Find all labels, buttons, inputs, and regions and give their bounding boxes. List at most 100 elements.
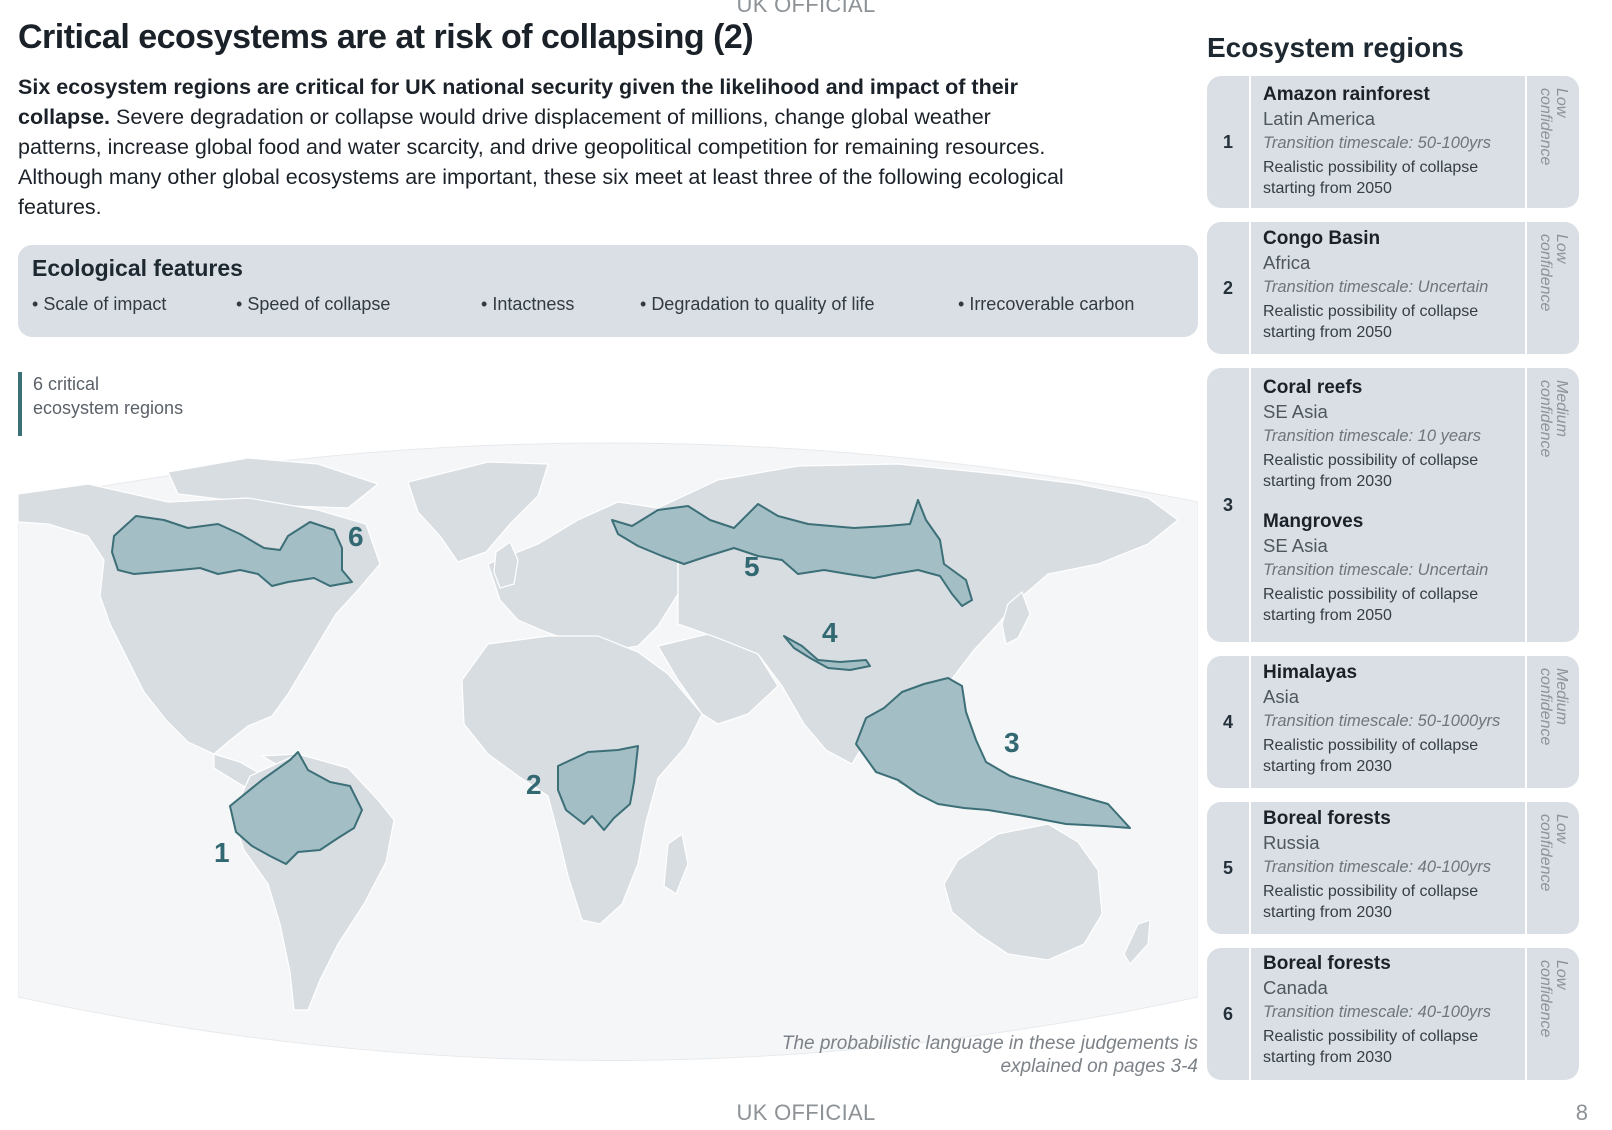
region-possibility: Realistic possibility of collapse starti… [1263, 586, 1479, 624]
region-card: 5 Boreal forests Russia Transition times… [1207, 802, 1579, 934]
region-place: Asia [1263, 686, 1299, 707]
region-card: 4 Himalayas Asia Transition timescale: 5… [1207, 656, 1579, 788]
page-title: Critical ecosystems are at risk of colla… [18, 18, 754, 56]
region-number: 6 [1207, 948, 1251, 1080]
region-possibility: Realistic possibility of collapse starti… [1263, 452, 1479, 490]
region-label-6: 6 [348, 521, 364, 552]
region-entry: Coral reefs SE Asia Transition timescale… [1263, 376, 1525, 492]
confidence-label: Low confidence [1537, 88, 1570, 166]
critical-regions [111, 499, 1131, 865]
region-entry: Boreal forests Canada Transition timesca… [1263, 952, 1525, 1068]
region-timescale: Transition timescale: 50-100yrs [1263, 134, 1492, 152]
greenland-landmass [407, 461, 549, 563]
features-title: Ecological features [32, 255, 243, 281]
confidence-label: Low confidence [1537, 234, 1570, 312]
intro-paragraph: Six ecosystem regions are critical for U… [18, 72, 1078, 222]
sidebar-title: Ecosystem regions [1207, 32, 1464, 63]
classification-header: UK OFFICIAL [736, 0, 876, 17]
map-legend-text: 6 critical ecosystem regions [33, 374, 184, 418]
uk-landmass [493, 541, 519, 589]
region-place: Latin America [1263, 108, 1376, 129]
region-place: SE Asia [1263, 535, 1328, 556]
confidence-column: Medium confidence [1525, 656, 1579, 788]
region-name: Congo Basin [1263, 228, 1381, 249]
region-timescale: Transition timescale: 10 years [1263, 427, 1481, 445]
region-place: Canada [1263, 977, 1328, 998]
region-possibility: Realistic possibility of collapse starti… [1263, 883, 1479, 921]
feature-item: Speed of collapse [236, 294, 390, 315]
region-timescale: Transition timescale: 40-100yrs [1263, 858, 1492, 876]
region-labels: 1 2 3 4 5 6 [214, 521, 1020, 868]
region-name: Mangroves [1263, 511, 1364, 532]
probability-note: The probabilistic language in these judg… [781, 1033, 1198, 1077]
madagascar-landmass [663, 832, 689, 895]
region-timescale: Transition timescale: 40-100yrs [1263, 1003, 1492, 1021]
region-3-se-asia [855, 677, 1131, 829]
region-timescale: Transition timescale: Uncertain [1263, 561, 1489, 579]
region-1-amazon [229, 751, 363, 865]
region-place: SE Asia [1263, 401, 1328, 422]
page-number: 8 [1575, 1100, 1588, 1125]
region-possibility: Realistic possibility of collapse starti… [1263, 159, 1479, 197]
japan-landmass [1001, 590, 1031, 645]
region-2-congo-basin [557, 745, 639, 831]
region-possibility: Realistic possibility of collapse starti… [1263, 303, 1479, 341]
confidence-column: Low confidence [1525, 802, 1579, 934]
region-number: 4 [1207, 656, 1251, 788]
arctic-islands-landmass [167, 457, 380, 509]
region-card: 3 Coral reefs SE Asia Transition timesca… [1207, 368, 1579, 642]
confidence-column: Low confidence [1525, 76, 1579, 208]
intro-body: Severe degradation or collapse would dri… [18, 105, 1064, 219]
new-zealand-landmass [1123, 919, 1151, 966]
confidence-label: Low confidence [1537, 960, 1570, 1038]
region-4-himalayas [783, 635, 871, 671]
region-card: 1 Amazon rainforest Latin America Transi… [1207, 76, 1579, 208]
region-6-boreal-canada [111, 515, 353, 587]
australia-landmass [943, 823, 1103, 961]
region-number: 5 [1207, 802, 1251, 934]
ecological-features-panel: Ecological features Scale of impact Spee… [18, 245, 1198, 337]
confidence-label: Medium confidence [1537, 668, 1570, 746]
world-map-svg: 1 2 3 4 5 6 [18, 442, 1198, 1061]
feature-item: Degradation to quality of life [640, 294, 874, 315]
confidence-column: Medium confidence [1525, 368, 1579, 642]
region-timescale: Transition timescale: Uncertain [1263, 278, 1489, 296]
region-entry: Amazon rainforest Latin America Transiti… [1263, 83, 1525, 199]
region-number: 2 [1207, 222, 1251, 354]
region-label-4: 4 [822, 617, 838, 648]
region-possibility: Realistic possibility of collapse starti… [1263, 1028, 1479, 1066]
region-entry: Boreal forests Russia Transition timesca… [1263, 807, 1525, 923]
map-legend: 6 critical ecosystem regions [18, 372, 238, 436]
region-entry: Mangroves SE Asia Transition timescale: … [1263, 510, 1525, 626]
feature-item: Intactness [481, 294, 574, 315]
region-card: 6 Boreal forests Canada Transition times… [1207, 948, 1579, 1080]
feature-item: Irrecoverable carbon [958, 294, 1134, 315]
region-name: Himalayas [1263, 662, 1358, 683]
intro-lead: Six ecosystem regions are critical for U… [18, 75, 1019, 129]
region-entry: Congo Basin Africa Transition timescale:… [1263, 227, 1525, 343]
classification-footer: UK OFFICIAL [736, 1100, 876, 1125]
feature-item: Scale of impact [32, 294, 166, 315]
region-label-1: 1 [214, 837, 230, 868]
land-masses [18, 457, 1179, 1011]
confidence-column: Low confidence [1525, 222, 1579, 354]
confidence-label: Low confidence [1537, 814, 1570, 892]
region-entry: Himalayas Asia Transition timescale: 50-… [1263, 661, 1525, 777]
region-number: 1 [1207, 76, 1251, 208]
region-number: 3 [1207, 368, 1251, 642]
region-card: 2 Congo Basin Africa Transition timescal… [1207, 222, 1579, 354]
region-5-boreal-russia [611, 499, 973, 607]
region-place: Africa [1263, 252, 1311, 273]
region-place: Russia [1263, 832, 1320, 853]
region-label-2: 2 [526, 769, 542, 800]
region-timescale: Transition timescale: 50-1000yrs [1263, 712, 1501, 730]
region-name: Coral reefs [1263, 377, 1363, 398]
region-name: Amazon rainforest [1263, 84, 1430, 105]
region-name: Boreal forests [1263, 953, 1391, 974]
region-possibility: Realistic possibility of collapse starti… [1263, 737, 1479, 775]
region-label-5: 5 [744, 551, 760, 582]
confidence-column: Low confidence [1525, 948, 1579, 1080]
region-name: Boreal forests [1263, 808, 1391, 829]
region-label-3: 3 [1004, 727, 1020, 758]
